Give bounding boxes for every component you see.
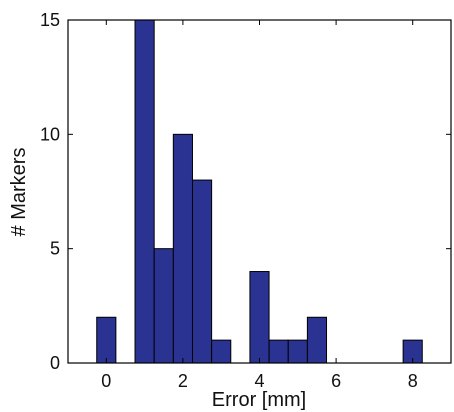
histogram-bar-1 (134, 19, 155, 364)
x-tick-label-0: 0 (101, 371, 111, 391)
y-tick-label-1: 5 (50, 239, 60, 259)
histogram-bar-7 (268, 339, 289, 364)
x-axis-label: Error [mm] (212, 389, 306, 411)
histogram-bar-0 (96, 316, 117, 364)
histogram-bars (96, 19, 423, 364)
axis-ticks (68, 19, 451, 364)
histogram-bar-9 (306, 316, 328, 364)
y-axis-label: # Markers (8, 148, 30, 237)
histogram-bar-3 (172, 133, 193, 364)
y-tick-label-2: 10 (40, 124, 60, 144)
histogram-bar-8 (287, 339, 308, 364)
histogram-bar-5 (211, 339, 232, 364)
histogram-bar-4 (191, 179, 213, 364)
x-tick-label-2: 4 (254, 371, 264, 391)
histogram-bar-6 (249, 271, 270, 364)
histogram-bar-2 (153, 248, 174, 364)
x-tick-label-1: 2 (178, 371, 188, 391)
y-tick-label-0: 0 (50, 353, 60, 373)
x-tick-label-4: 8 (408, 371, 418, 391)
tick-labels: 0 2 4 6 8 0 5 10 15 (40, 10, 418, 391)
y-tick-label-3: 15 (40, 10, 60, 30)
x-tick-label-3: 6 (331, 371, 341, 391)
